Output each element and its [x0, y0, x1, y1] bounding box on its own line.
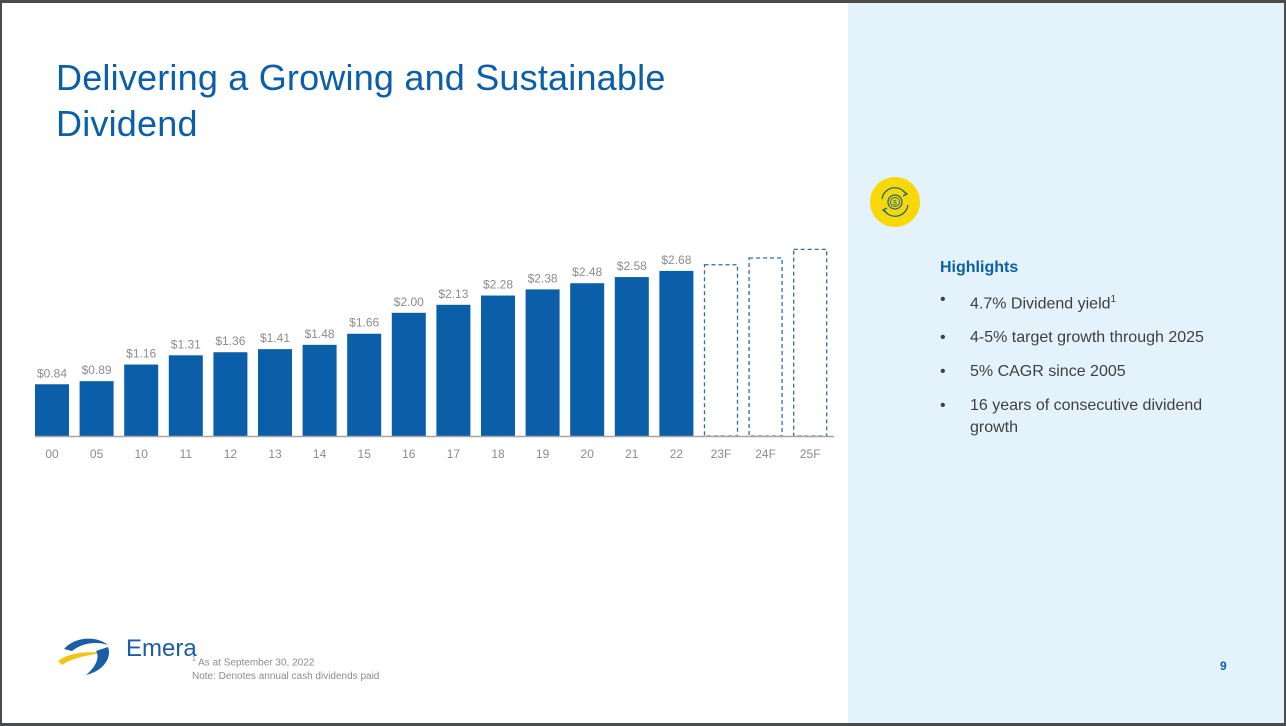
data-label-12: $1.36 [215, 334, 245, 348]
x-tick-label-14: 14 [313, 447, 327, 461]
slide: Delivering a Growing and Sustainable Div… [2, 3, 1284, 723]
bar-11 [168, 355, 203, 436]
bar-13 [258, 349, 292, 436]
footnotes: 1 As at September 30, 2022 Note: Denotes… [192, 653, 379, 684]
bar-15 [347, 333, 382, 436]
forecast-bar-24F [748, 257, 783, 437]
x-tick-label-10: 10 [135, 447, 149, 461]
bar-17 [436, 304, 471, 436]
page-number: 9 [1220, 659, 1227, 673]
bar-19 [525, 289, 560, 436]
bar-22 [659, 270, 694, 436]
highlight-item: • 5% CAGR since 2005 [940, 361, 1240, 383]
emera-logo: Emera [56, 631, 197, 679]
highlight-item: • 4-5% target growth through 2025 [940, 327, 1240, 349]
bar-16 [391, 312, 426, 436]
x-tick-label-13: 13 [268, 447, 282, 461]
x-tick-label-12: 12 [224, 447, 238, 461]
highlights-title: Highlights [940, 259, 1019, 276]
bullet-icon: • [940, 363, 946, 381]
data-label-22: $2.68 [661, 253, 691, 267]
x-tick-label-17: 17 [447, 447, 461, 461]
x-tick-label-00: 00 [45, 447, 59, 461]
data-label-17: $2.13 [438, 287, 468, 301]
x-tick-label-15: 15 [358, 447, 372, 461]
bar-10 [124, 364, 159, 436]
x-tick-label-16: 16 [402, 447, 416, 461]
forecast-bar-25F [793, 248, 828, 437]
data-label-00: $0.84 [37, 366, 67, 380]
bullet-icon: • [940, 329, 946, 347]
data-label-14: $1.48 [305, 327, 335, 341]
data-label-05: $0.89 [82, 363, 112, 377]
x-tick-label-11: 11 [180, 447, 193, 461]
page-title: Delivering a Growing and Sustainable Div… [56, 57, 666, 144]
data-label-19: $2.38 [528, 271, 558, 285]
x-tick-label-23F: 23F [711, 447, 732, 461]
x-tick-label-21: 21 [625, 447, 639, 461]
data-label-10: $1.16 [126, 347, 156, 361]
x-tick-label-18: 18 [491, 447, 505, 461]
data-label-16: $2.00 [394, 295, 424, 309]
bar-21 [614, 277, 649, 436]
data-label-21: $2.58 [617, 259, 647, 273]
bar-12 [213, 352, 248, 436]
logo-text: Emera [126, 635, 197, 662]
forecast-bar-23F [703, 264, 739, 437]
data-label-20: $2.48 [572, 265, 602, 279]
emera-logo-icon [58, 638, 110, 675]
data-label-11: $1.31 [171, 337, 201, 351]
x-tick-label-20: 20 [581, 447, 595, 461]
data-label-18: $2.28 [483, 278, 513, 292]
x-tick-label-05: 05 [90, 447, 104, 461]
svg-text:$: $ [893, 200, 897, 207]
bar-20 [570, 283, 605, 436]
data-label-15: $1.66 [349, 316, 379, 330]
highlights-list: • 4.7% Dividend yield1 • 4-5% target growt… [940, 289, 1240, 451]
bar-05 [79, 381, 114, 436]
dividend-bar-chart: $0.84 00 $0.89 05 $1.16 10 $1.31 11 $1.36 12 $1.41… [2, 3, 848, 723]
x-tick-label-22: 22 [670, 447, 684, 461]
highlights-panel [848, 3, 1284, 723]
bar-18 [481, 295, 515, 436]
bar-00 [35, 384, 69, 436]
x-tick-label-24F: 24F [755, 447, 776, 461]
x-tick-label-19: 19 [536, 447, 550, 461]
dollar-cycle-icon: $ [870, 177, 920, 227]
bullet-icon: • [940, 397, 946, 415]
data-label-13: $1.41 [260, 331, 290, 345]
footnote-note: Note: Denotes annual cash dividends paid [192, 671, 380, 683]
footnote-1: 1 As at September 30, 2022 [192, 656, 315, 669]
x-tick-label-25F: 25F [800, 447, 821, 461]
highlight-item: • 16 years of consecutive dividend growth [940, 397, 1203, 437]
bullet-icon: • [940, 291, 946, 308]
bar-14 [302, 344, 337, 436]
highlight-item: • 4.7% Dividend yield1 [940, 291, 1117, 313]
chart-svg: $0.84 00 $0.89 05 $1.16 10 $1.31 11 $1.36 12 $1.41… [35, 248, 834, 461]
